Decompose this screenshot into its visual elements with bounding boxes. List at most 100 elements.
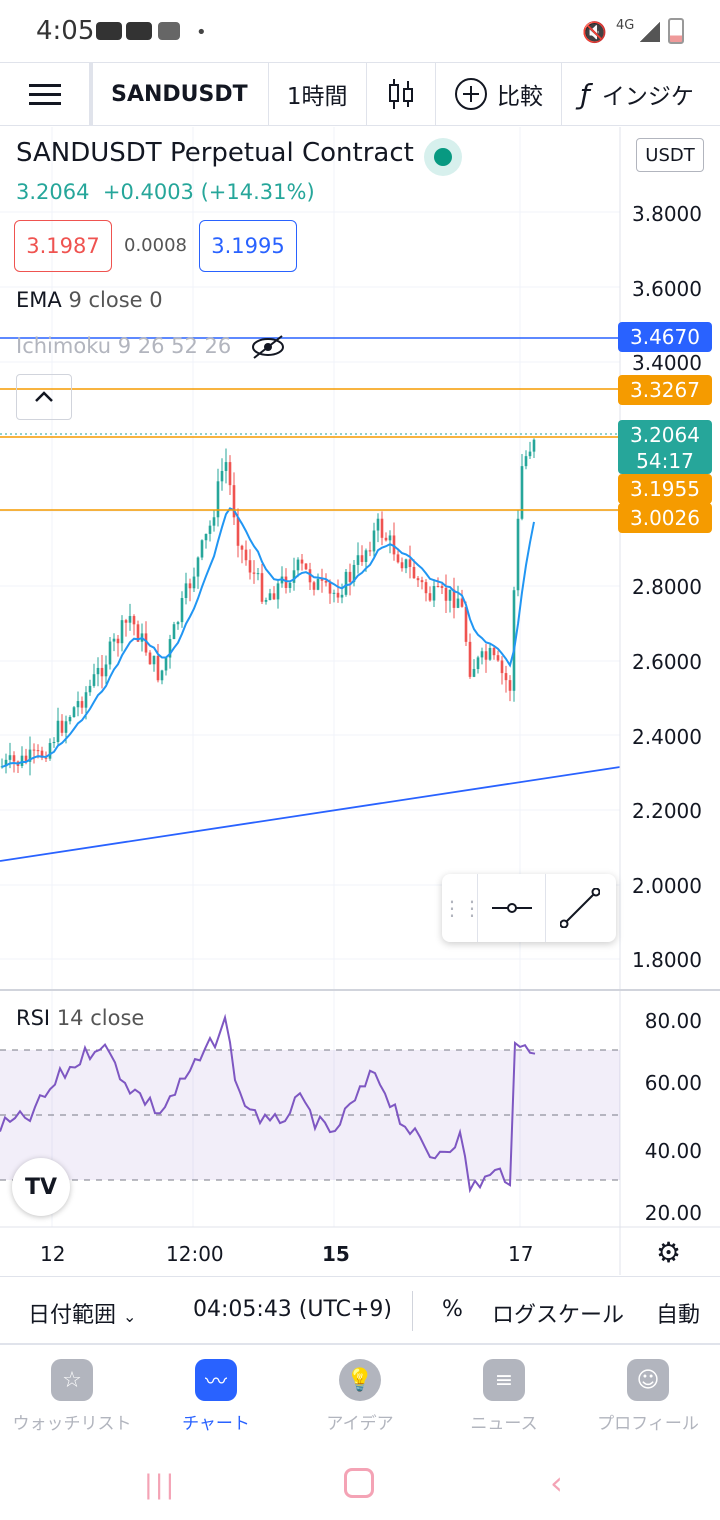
tradingview-logo[interactable]: TV (12, 1158, 70, 1216)
candle-body (268, 593, 272, 601)
ema-legend[interactable]: EMA 9 close 0 (16, 288, 163, 312)
nav-news[interactable]: ≡ ニュース (432, 1359, 576, 1434)
candle-body (360, 555, 364, 562)
chart-type-button[interactable] (367, 63, 436, 125)
candle-body (144, 633, 148, 653)
currency-badge[interactable]: USDT (636, 138, 704, 172)
home-icon[interactable] (344, 1468, 374, 1498)
time-axis-label: 15 (322, 1242, 350, 1266)
status-time: 4:05 (36, 16, 95, 46)
drawing-toolbar: ⋮⋮ (442, 874, 616, 942)
smile-icon: ☺ (627, 1359, 669, 1401)
candle-body (512, 590, 516, 691)
compare-label: 比較 (496, 84, 543, 110)
candle-body (484, 651, 488, 660)
candle-body (352, 564, 356, 582)
candle-body (320, 578, 324, 581)
trend-line-icon (560, 888, 600, 928)
candle-body (472, 668, 476, 677)
candle-body (232, 485, 236, 518)
nav-profile[interactable]: ☺ プロフィール (576, 1359, 720, 1434)
back-icon[interactable]: ‹ (550, 1464, 563, 1502)
divider (412, 1291, 413, 1331)
function-icon: ƒ (579, 77, 590, 111)
nav-label: ニュース (470, 1414, 538, 1434)
ema-line (1, 507, 535, 768)
menu-button[interactable] (0, 63, 94, 125)
candle-body (148, 652, 152, 665)
candle-body (88, 685, 92, 693)
bulb-icon: 💡 (339, 1359, 381, 1401)
candle-body (228, 462, 232, 486)
candle-body (500, 660, 504, 674)
candle-body (452, 589, 456, 608)
nav-watchlist[interactable]: ☆ ウォッチリスト (0, 1359, 144, 1434)
candle-body (192, 576, 196, 589)
rsi-axis-label: 80.00 (644, 1009, 702, 1033)
last-price-tag: 3.2064 54:17 (618, 420, 712, 474)
candle-body (216, 481, 220, 518)
rsi-legend[interactable]: RSI 14 close (16, 1006, 144, 1030)
candle-body (160, 670, 164, 681)
horizontal-line-tool[interactable] (478, 874, 546, 942)
price-chart[interactable] (0, 127, 720, 1275)
price-axis-label: 3.6000 (632, 277, 702, 301)
price-axis-label: 2.8000 (632, 575, 702, 599)
candle-body (32, 749, 36, 751)
candle-body (464, 606, 468, 642)
price-axis-label: 2.6000 (632, 650, 702, 674)
candle-body (80, 701, 84, 708)
sell-button[interactable]: 3.1987 (14, 220, 112, 272)
interval-button[interactable]: 1時間 (269, 63, 367, 125)
symbol-button[interactable]: SANDUSDT (93, 63, 269, 125)
indicators-button[interactable]: ƒ インジケ (562, 63, 720, 125)
ichimoku-legend[interactable]: Ichimoku 9 26 52 26 (16, 334, 232, 358)
price-axis-label: 3.8000 (632, 202, 702, 226)
candle-body (336, 592, 340, 598)
trend-line (0, 766, 621, 862)
percent-toggle[interactable]: % (442, 1297, 463, 1322)
last-price-value: 3.2064 (630, 423, 700, 447)
date-range-button[interactable]: 日付範囲 ⌄ (28, 1297, 136, 1329)
candle-body (288, 582, 292, 588)
hidden-eye-icon[interactable] (250, 334, 286, 360)
drag-handle-icon[interactable]: ⋮⋮ (442, 874, 482, 942)
candle-body (132, 616, 136, 625)
chart-footer: 日付範囲 ⌄ 04:05:43 (UTC+9) % ログスケール 自動 (0, 1276, 720, 1344)
nav-chart[interactable]: 〰 チャート (144, 1359, 288, 1434)
settings-gear-icon[interactable]: ⚙ (656, 1236, 682, 1269)
candle-body (332, 592, 336, 594)
nav-ideas[interactable]: 💡 アイデア (288, 1359, 432, 1434)
collapse-legend-button[interactable] (16, 374, 72, 420)
auto-scale-toggle[interactable]: 自動 (656, 1303, 701, 1328)
candle-body (256, 573, 260, 575)
candle-body (412, 566, 416, 579)
chart-toolbar: SANDUSDT 1時間 比較 ƒ インジケ (0, 62, 720, 126)
price-axis-label: 1.8000 (632, 948, 702, 972)
network-type: 4G (616, 18, 635, 33)
candle-body (68, 717, 72, 722)
trend-line-tool[interactable] (546, 874, 614, 942)
candle-body (64, 721, 68, 733)
log-scale-toggle[interactable]: ログスケール (492, 1303, 625, 1328)
recent-apps-icon[interactable]: ||| (144, 1470, 177, 1500)
compare-button[interactable]: 比較 (436, 63, 562, 125)
candle-body (108, 641, 112, 665)
candle-body (8, 755, 12, 760)
candle-body (304, 563, 308, 570)
legend-title: SANDUSDT Perpetual Contract (16, 138, 414, 168)
candle-body (528, 451, 532, 457)
date-range-label: 日付範囲 (28, 1303, 117, 1328)
system-navigation: ||| ‹ (0, 1448, 720, 1520)
more-notifications-icon: • (196, 22, 207, 43)
candle-body (384, 537, 388, 541)
candle-body (508, 680, 512, 691)
market-status-indicator[interactable] (424, 138, 462, 176)
chevron-up-icon (35, 391, 53, 402)
buy-button[interactable]: 3.1995 (199, 220, 297, 272)
signal-icon (640, 22, 660, 42)
timezone-clock[interactable]: 04:05:43 (UTC+9) (193, 1297, 393, 1322)
candle-body (460, 598, 464, 607)
chevron-down-icon: ⌄ (123, 1307, 137, 1326)
candle-body (172, 624, 176, 640)
